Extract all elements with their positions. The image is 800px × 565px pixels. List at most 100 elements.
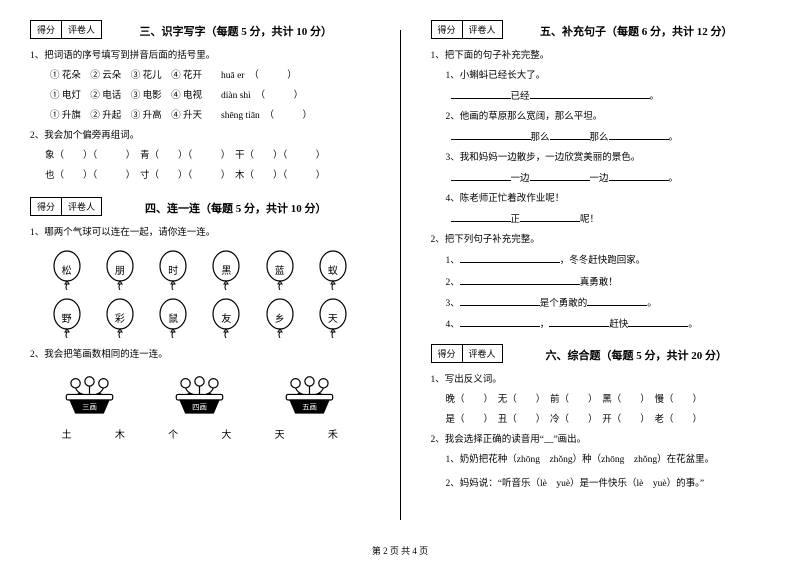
flower-pot: 五画 [277, 374, 342, 416]
balloon-char: 朋 [115, 262, 125, 277]
char-row: 土木个大天禾 [30, 426, 370, 441]
sec5-q2-4: 4、，赶快。 [431, 315, 771, 334]
score-box-sec3: 得分 评卷人 [30, 20, 102, 39]
sec5-q2-3: 3、是个勇敢的。 [431, 294, 771, 313]
balloon-char: 友 [221, 310, 231, 325]
char-item: 个 [168, 426, 178, 441]
sec6-q2-1: 1、奶奶把花种（zhōng zhǒng）种（zhōng zhǒng）在花盆里。 [431, 451, 771, 469]
blank [460, 251, 560, 263]
txt: 呢！ [580, 215, 599, 225]
txt: ，冬冬赶快跑回家。 [560, 256, 646, 266]
score-label: 得分 [30, 20, 62, 39]
sec6-q1a: 晚（ ） 无（ ） 前（ ） 黑（ ） 慢（ ） [431, 391, 771, 409]
sec5-q1-3b: 一边一边。 [431, 169, 771, 188]
flower-pot: 三画 [57, 374, 122, 416]
sec6-title: 六、综合题（每题 5 分，共计 20 分） [503, 347, 770, 363]
sec3-q2: 2、我会加个偏旁再组词。 [30, 127, 370, 145]
balloon: 松 [51, 250, 83, 290]
sec6-q1b: 是（ ） 丑（ ） 冷（ ） 开（ ） 老（ ） [431, 411, 771, 429]
svg-text:四画: 四画 [192, 403, 207, 412]
flower-pot-icon: 四画 [167, 374, 232, 416]
txt: 一边 [590, 174, 609, 184]
balloon-char: 黑 [221, 262, 231, 277]
grader-label: 评卷人 [62, 20, 102, 39]
txt: 赶快 [609, 320, 628, 330]
sec5-q1-2b: 那么那么。 [431, 128, 771, 147]
right-column: 得分 评卷人 五、补充句子（每题 6 分，共计 12 分） 1、把下面的句子补充… [401, 0, 800, 535]
balloon: 蚁 [317, 250, 349, 290]
score-box-sec5: 得分 评卷人 [431, 20, 503, 39]
sec5-q2-1: 1、，冬冬赶快跑回家。 [431, 251, 771, 270]
sec6-q1: 1、写出反义词。 [431, 371, 771, 389]
grader-label: 评卷人 [463, 344, 503, 363]
balloon: 友 [210, 298, 242, 338]
sec5-q1-1: 1、小蝌蚪已经长大了。 [431, 67, 771, 85]
balloon: 天 [317, 298, 349, 338]
blank [460, 294, 540, 306]
sec5-q1-1b: 已经。 [431, 87, 771, 106]
sec6-q2-2: 2、妈妈说：“听音乐（lè yuè）是一件快乐（lè yuè）的事。” [431, 475, 771, 493]
blank [549, 315, 609, 327]
char-item: 天 [275, 426, 285, 441]
flower-pot: 四画 [167, 374, 232, 416]
balloon-char: 蓝 [275, 262, 285, 277]
txt: 那么 [531, 133, 550, 143]
blank [451, 210, 511, 222]
balloon-row-1: 松朋时黑蓝蚁 [30, 250, 370, 290]
num: 3、 [446, 299, 460, 309]
grader-label: 评卷人 [62, 197, 102, 216]
char-item: 土 [62, 426, 72, 441]
sec3-q1a: ① 花朵 ② 云朵 ③ 花儿 ④ 花开 huā er （ ） [30, 67, 370, 85]
char-item: 禾 [328, 426, 338, 441]
txt: ， [540, 320, 550, 330]
blank [587, 294, 647, 306]
score-box-sec6: 得分 评卷人 [431, 344, 503, 363]
left-column: 得分 评卷人 三、识字写字（每题 5 分，共计 10 分） 1、把词语的序号填写… [0, 0, 400, 535]
sec5-q2: 2、把下列句子补充完整。 [431, 231, 771, 249]
sec5-q1-4b: 正 呢！ [431, 210, 771, 229]
balloon: 乡 [264, 298, 296, 338]
sec5-q1: 1、把下面的句子补充完整。 [431, 47, 771, 65]
txt: 一边 [511, 174, 530, 184]
sec3-q2b: 也（ ）（ ） 寸（ ）（ ） 木（ ）（ ） [30, 167, 370, 185]
sec5-q1-2: 2、他画的草原那么宽阔，那么平坦。 [431, 108, 771, 126]
balloon-char: 鼠 [168, 310, 178, 325]
num: 2、 [446, 278, 460, 288]
score-label: 得分 [431, 344, 463, 363]
sec3-q1: 1、把词语的序号填写到拼音后面的括号里。 [30, 47, 370, 65]
sec5-q1-4: 4、陈老师正忙着改作业呢！ [431, 190, 771, 208]
blank [530, 87, 650, 99]
svg-text:三画: 三画 [82, 403, 97, 412]
balloon: 朋 [104, 250, 136, 290]
balloon: 黑 [210, 250, 242, 290]
balloon: 野 [51, 298, 83, 338]
flower-row: 三画 四画 五画 [30, 374, 370, 416]
char-item: 木 [115, 426, 125, 441]
blank [609, 169, 669, 181]
txt: 是个勇敢的 [540, 299, 588, 309]
balloon: 彩 [104, 298, 136, 338]
balloon-char: 时 [168, 262, 178, 277]
balloon-char: 乡 [275, 310, 285, 325]
blank [451, 87, 511, 99]
flower-pot-icon: 五画 [277, 374, 342, 416]
sec5-q1-3: 3、我和妈妈一边散步，一边欣赏美丽的景色。 [431, 149, 771, 167]
sec3-q2a: 象（ ）（ ） 青（ ）（ ） 干（ ）（ ） [30, 147, 370, 165]
flower-pot-icon: 三画 [57, 374, 122, 416]
blank [460, 273, 580, 285]
blank [628, 315, 688, 327]
blank [550, 128, 590, 140]
sec4-q1: 1、哪两个气球可以连在一起，请你连一连。 [30, 224, 370, 242]
txt: 真勇敢！ [580, 278, 618, 288]
balloon-char: 野 [62, 310, 72, 325]
txt: 正 [511, 215, 521, 225]
sec5-title: 五、补充句子（每题 6 分，共计 12 分） [503, 23, 770, 39]
score-label: 得分 [30, 197, 62, 216]
balloon-char: 蚁 [328, 262, 338, 277]
score-box-sec4: 得分 评卷人 [30, 197, 102, 216]
page-footer: 第 2 页 共 4 页 [0, 544, 800, 557]
txt: 那么 [590, 133, 609, 143]
sec3-q1c: ① 升旗 ② 升起 ③ 升高 ④ 升天 shēng tiān （ ） [30, 107, 370, 125]
blank [451, 169, 511, 181]
grader-label: 评卷人 [463, 20, 503, 39]
